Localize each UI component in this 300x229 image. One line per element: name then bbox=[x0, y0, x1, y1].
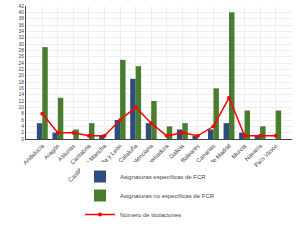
svg-text:28: 28 bbox=[18, 47, 24, 53]
svg-text:26: 26 bbox=[18, 53, 24, 59]
svg-text:42: 42 bbox=[18, 3, 24, 9]
svg-text:14: 14 bbox=[18, 91, 24, 97]
svg-text:16: 16 bbox=[18, 85, 24, 91]
svg-text:0: 0 bbox=[21, 136, 24, 142]
svg-text:36: 36 bbox=[18, 22, 24, 28]
svg-text:18: 18 bbox=[18, 79, 24, 85]
svg-text:Asignaturas no específicas de: Asignaturas no específicas de FCR bbox=[120, 193, 215, 199]
svg-text:Galicia: Galicia bbox=[168, 142, 186, 160]
svg-text:22: 22 bbox=[18, 66, 24, 72]
svg-text:Islas Baleares: Islas Baleares bbox=[169, 142, 201, 174]
svg-text:30: 30 bbox=[18, 41, 24, 47]
svg-text:Andalucía: Andalucía bbox=[22, 142, 46, 166]
svg-text:2: 2 bbox=[21, 129, 24, 135]
svg-text:4: 4 bbox=[21, 123, 24, 129]
svg-text:38: 38 bbox=[18, 15, 24, 21]
svg-text:12: 12 bbox=[18, 98, 24, 104]
svg-text:Cantabria: Cantabria bbox=[69, 142, 92, 165]
svg-text:Castilla La Mancha: Castilla La Mancha bbox=[67, 142, 108, 184]
svg-text:20: 20 bbox=[18, 72, 24, 78]
svg-text:Número de titulaciones: Número de titulaciones bbox=[120, 212, 181, 218]
svg-text:34: 34 bbox=[18, 28, 24, 34]
svg-text:Islas Canarias: Islas Canarias bbox=[185, 142, 217, 174]
svg-text:Castilla y León: Castilla y León bbox=[90, 142, 123, 175]
svg-text:Navarra: Navarra bbox=[244, 142, 264, 162]
svg-text:8: 8 bbox=[21, 110, 24, 116]
svg-text:32: 32 bbox=[18, 34, 24, 40]
svg-text:Extremadura: Extremadura bbox=[141, 142, 170, 172]
svg-text:Asignaturas específicas de FCR: Asignaturas específicas de FCR bbox=[120, 174, 206, 180]
svg-text:Aragón: Aragón bbox=[43, 143, 61, 161]
svg-text:6: 6 bbox=[21, 117, 24, 123]
svg-text:40: 40 bbox=[18, 9, 24, 15]
svg-text:País Vasco: País Vasco bbox=[253, 142, 279, 168]
svg-text:Asturias: Asturias bbox=[57, 143, 77, 163]
svg-text:10: 10 bbox=[18, 104, 24, 110]
svg-text:Cataluña: Cataluña bbox=[117, 142, 139, 164]
svg-text:Murcia: Murcia bbox=[230, 142, 247, 159]
svg-text:24: 24 bbox=[18, 60, 24, 66]
